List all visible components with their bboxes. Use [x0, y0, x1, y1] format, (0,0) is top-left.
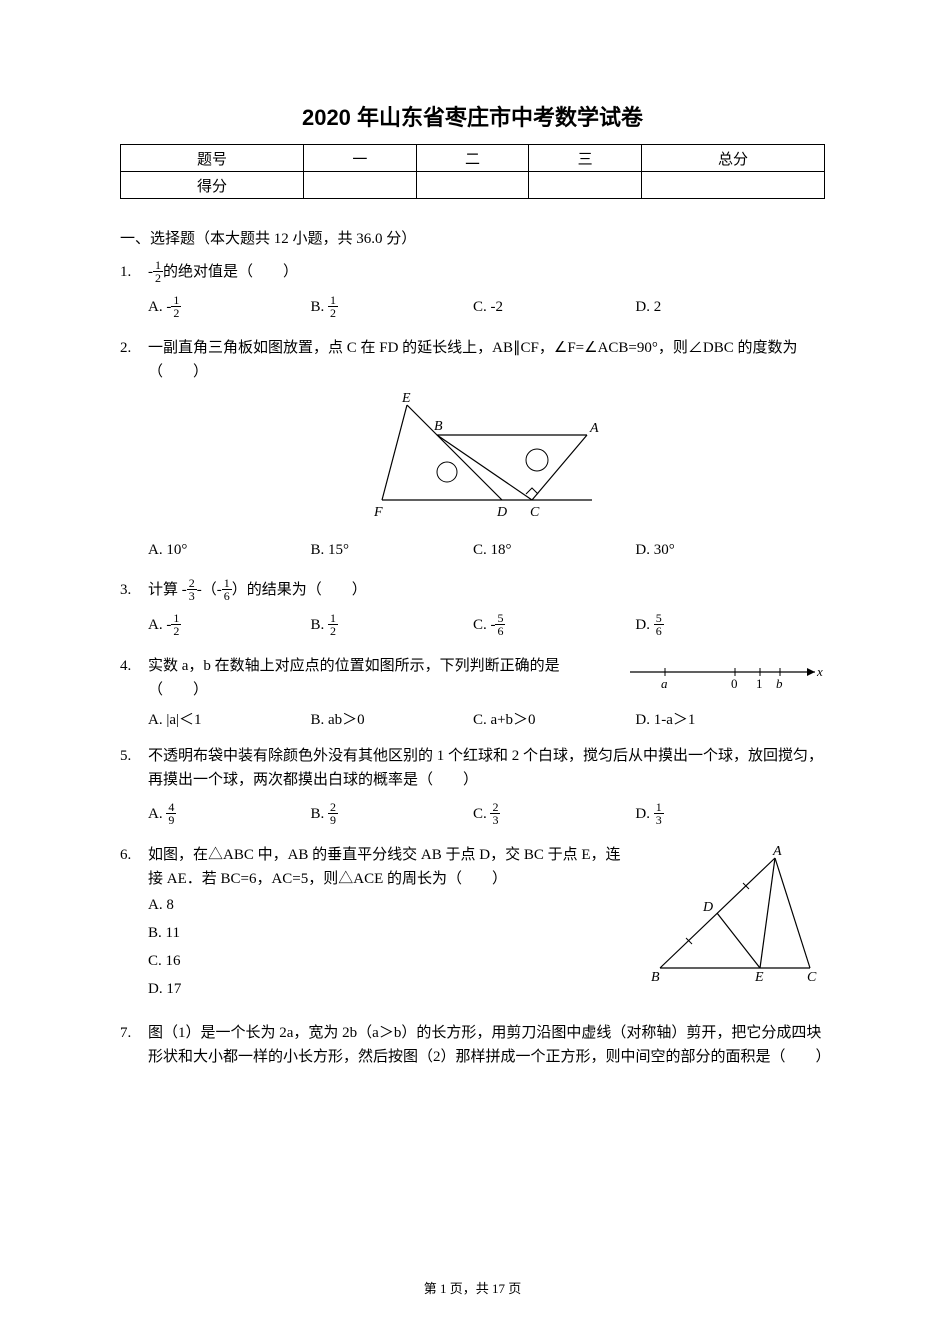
q5-choice-b: B. 29: [310, 802, 472, 827]
q4-choice-d: D. 1-a＞1: [635, 708, 797, 732]
q4-stem: 实数 a，b 在数轴上对应点的位置如图所示，下列判断正确的是（ ）: [148, 654, 607, 702]
q6-choice-b: B. 11: [148, 921, 627, 945]
q3-choice-d: D. 56: [635, 613, 797, 638]
q2-choice-c: C. 18°: [473, 538, 635, 562]
svg-text:a: a: [661, 676, 668, 690]
svg-text:D: D: [702, 900, 713, 915]
q3-stem-before: 计算: [148, 582, 182, 598]
page-footer: 第 1 页，共 17 页: [0, 1278, 945, 1297]
q4-num: 4.: [120, 654, 148, 738]
q4-choice-a: A. |a|＜1: [148, 708, 310, 732]
q1-stem-after: 的绝对值是（ ）: [163, 264, 298, 280]
q1-choice-c: C. -2: [473, 295, 635, 320]
q4-choice-b: B. ab＞0: [310, 708, 472, 732]
svg-text:C: C: [530, 505, 540, 520]
q6-choice-d: D. 17: [148, 977, 627, 1001]
svg-text:B: B: [434, 419, 443, 434]
q3-num: 3.: [120, 578, 148, 648]
q2-figure: E B A F D C: [148, 390, 825, 528]
q5-choice-a: A. 49: [148, 802, 310, 827]
section-1-heading: 一、选择题（本大题共 12 小题，共 36.0 分）: [120, 227, 825, 248]
svg-text:A: A: [772, 844, 782, 859]
q6-num: 6.: [120, 843, 148, 1005]
q5-choices: A. 49 B. 29 C. 23 D. 13: [148, 802, 825, 827]
q2-choices: A. 10° B. 15° C. 18° D. 30°: [148, 538, 825, 562]
score-cell-2: [416, 172, 529, 199]
q1-choice-a: A. -12: [148, 295, 310, 320]
svg-text:B: B: [651, 970, 660, 983]
q1-num: 1.: [120, 260, 148, 330]
th-num: 题号: [121, 145, 304, 172]
q5-choice-d: D. 13: [635, 802, 797, 827]
q1-choice-d: D. 2: [635, 295, 797, 320]
question-1: 1. -12的绝对值是（ ） A. -12 B. 12 C. -2 D. 2: [120, 260, 825, 330]
q2-num: 2.: [120, 336, 148, 572]
score-table: 题号 一 二 三 总分 得分: [120, 144, 825, 199]
svg-text:C: C: [807, 970, 817, 983]
q2-stem: 一副直角三角板如图放置，点 C 在 FD 的延长线上，AB∥CF，∠F=∠ACB…: [148, 336, 825, 384]
q1-choice-b: B. 12: [310, 295, 472, 320]
question-2: 2. 一副直角三角板如图放置，点 C 在 FD 的延长线上，AB∥CF，∠F=∠…: [120, 336, 825, 572]
th-3: 三: [529, 145, 642, 172]
page-title: 2020 年山东省枣庄市中考数学试卷: [120, 100, 825, 132]
question-3: 3. 计算 -23-（-16）的结果为（ ） A. -12 B. 12 C. -…: [120, 578, 825, 648]
q7-num: 7.: [120, 1021, 148, 1069]
svg-text:E: E: [754, 970, 764, 983]
q2-choice-d: D. 30°: [635, 538, 797, 562]
svg-text:0: 0: [731, 676, 738, 690]
row-score-label: 得分: [121, 172, 304, 199]
svg-text:1: 1: [756, 676, 763, 690]
q6-choices: A. 8 B. 11 C. 16 D. 17: [148, 893, 627, 1001]
th-2: 二: [416, 145, 529, 172]
score-cell-1: [304, 172, 417, 199]
q3-choices: A. -12 B. 12 C. -56 D. 56: [148, 613, 825, 638]
th-total: 总分: [641, 145, 824, 172]
q6-figure: A B C D E: [627, 843, 825, 1005]
th-1: 一: [304, 145, 417, 172]
q3-choice-c: C. -56: [473, 613, 635, 638]
q3-stem-after: ）的结果为（ ）: [232, 582, 367, 598]
q6-choice-a: A. 8: [148, 893, 627, 917]
svg-text:b: b: [776, 676, 783, 690]
q4-figure: a 0 1 b x: [607, 654, 825, 702]
q4-choices: A. |a|＜1 B. ab＞0 C. a+b＞0 D. 1-a＞1: [148, 708, 825, 732]
question-7: 7. 图（1）是一个长为 2a，宽为 2b（a＞b）的长方形，用剪刀沿图中虚线（…: [120, 1021, 825, 1069]
q5-choice-c: C. 23: [473, 802, 635, 827]
q3-choice-b: B. 12: [310, 613, 472, 638]
question-4: 4. 实数 a，b 在数轴上对应点的位置如图所示，下列判断正确的是（ ） a 0…: [120, 654, 825, 738]
svg-text:x: x: [816, 664, 823, 679]
q7-stem: 图（1）是一个长为 2a，宽为 2b（a＞b）的长方形，用剪刀沿图中虚线（对称轴…: [148, 1021, 825, 1069]
svg-text:D: D: [496, 505, 507, 520]
exam-page: 2020 年山东省枣庄市中考数学试卷 题号 一 二 三 总分 得分 一、选择题（…: [0, 0, 945, 1337]
svg-text:F: F: [373, 505, 383, 520]
question-5: 5. 不透明布袋中装有除颜色外没有其他区别的 1 个红球和 2 个白球，搅匀后从…: [120, 744, 825, 837]
q1-choices: A. -12 B. 12 C. -2 D. 2: [148, 295, 825, 320]
q3-choice-a: A. -12: [148, 613, 310, 638]
q5-stem: 不透明布袋中装有除颜色外没有其他区别的 1 个红球和 2 个白球，搅匀后从中摸出…: [148, 744, 825, 792]
q2-choice-a: A. 10°: [148, 538, 310, 562]
svg-text:E: E: [401, 391, 411, 406]
q1-frac: 12: [153, 259, 163, 284]
score-cell-total: [641, 172, 824, 199]
q6-choice-c: C. 16: [148, 949, 627, 973]
q6-stem: 如图，在△ABC 中，AB 的垂直平分线交 AB 于点 D，交 BC 于点 E，…: [148, 843, 627, 891]
score-cell-3: [529, 172, 642, 199]
q5-num: 5.: [120, 744, 148, 837]
question-6: 6. 如图，在△ABC 中，AB 的垂直平分线交 AB 于点 D，交 BC 于点…: [120, 843, 825, 1005]
svg-text:A: A: [589, 421, 599, 436]
q2-choice-b: B. 15°: [310, 538, 472, 562]
q4-choice-c: C. a+b＞0: [473, 708, 635, 732]
